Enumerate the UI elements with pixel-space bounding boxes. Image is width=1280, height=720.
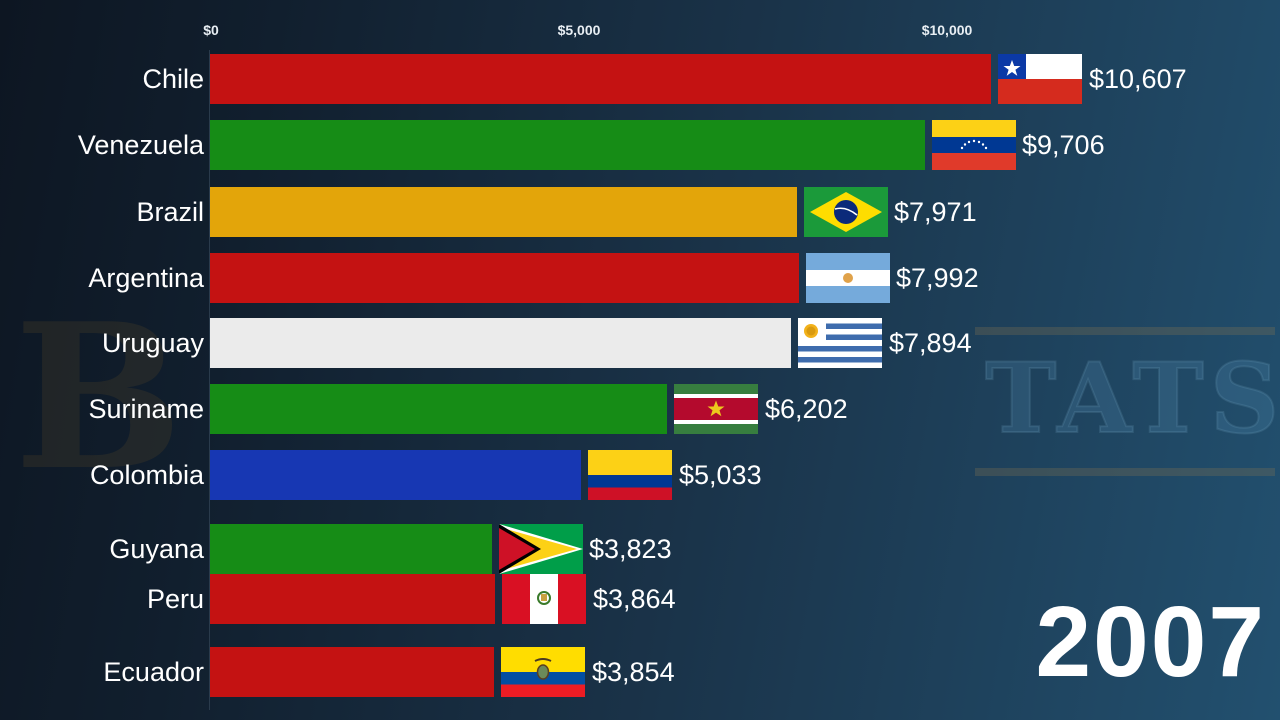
bar-row-uruguay: Uruguay $7,894 xyxy=(0,318,1280,368)
bar xyxy=(210,253,799,303)
bar xyxy=(210,318,791,368)
bar xyxy=(210,450,581,500)
country-label: Guyana xyxy=(109,534,204,564)
peru-flag-icon xyxy=(502,574,586,624)
bar xyxy=(210,187,797,237)
ecuador-flag-icon xyxy=(501,647,585,697)
x-tick-10000: $10,000 xyxy=(921,22,973,38)
colombia-flag-icon xyxy=(588,450,672,500)
chile-flag-icon xyxy=(998,54,1082,104)
country-label: Chile xyxy=(142,64,204,94)
bar-row-chile: Chile $10,607 xyxy=(0,54,1280,104)
country-label: Venezuela xyxy=(77,130,204,160)
value-label: $7,971 xyxy=(894,197,977,227)
venezuela-flag-icon xyxy=(932,120,1016,170)
brazil-flag-icon xyxy=(804,187,888,237)
country-label: Argentina xyxy=(88,263,204,293)
bar-row-argentina: Argentina $7,992 xyxy=(0,253,1280,303)
value-label: $7,894 xyxy=(889,328,972,358)
bar-row-suriname: Suriname $6,202 xyxy=(0,384,1280,434)
uruguay-flag-icon xyxy=(798,318,882,368)
value-label: $3,864 xyxy=(593,584,676,614)
country-label: Ecuador xyxy=(103,657,204,687)
country-label: Suriname xyxy=(88,394,204,424)
bar-row-guyana: Guyana $3,823 xyxy=(0,524,1280,574)
bar xyxy=(210,647,494,697)
bar-row-ecuador: Ecuador $3,854 xyxy=(0,647,1280,697)
x-tick-0: $0 xyxy=(203,22,219,38)
country-label: Colombia xyxy=(89,460,204,490)
value-label: $5,033 xyxy=(679,460,762,490)
bar xyxy=(210,524,492,574)
value-label: $7,992 xyxy=(896,263,979,293)
guyana-flag-icon xyxy=(499,524,583,574)
country-label: Brazil xyxy=(136,197,204,227)
y-axis-line xyxy=(209,50,210,710)
bar xyxy=(210,120,925,170)
bar-row-brazil: Brazil $7,971 xyxy=(0,187,1280,237)
value-label: $9,706 xyxy=(1022,130,1105,160)
bar-row-peru: Peru $3,864 xyxy=(0,574,1280,624)
x-tick-5000: $5,000 xyxy=(557,22,601,38)
value-label: $3,823 xyxy=(589,534,672,564)
bar xyxy=(210,54,991,104)
suriname-flag-icon xyxy=(674,384,758,434)
value-label: $10,607 xyxy=(1089,64,1187,94)
year-label: 2007 xyxy=(1035,586,1266,698)
bar xyxy=(210,384,667,434)
argentina-flag-icon xyxy=(806,253,890,303)
bar xyxy=(210,574,495,624)
country-label: Uruguay xyxy=(101,328,204,358)
value-label: $3,854 xyxy=(592,657,675,687)
bar-row-venezuela: Venezuela $9,706 xyxy=(0,120,1280,170)
value-label: $6,202 xyxy=(765,394,848,424)
bar-row-colombia: Colombia $5,033 xyxy=(0,450,1280,500)
country-label: Peru xyxy=(146,584,204,614)
